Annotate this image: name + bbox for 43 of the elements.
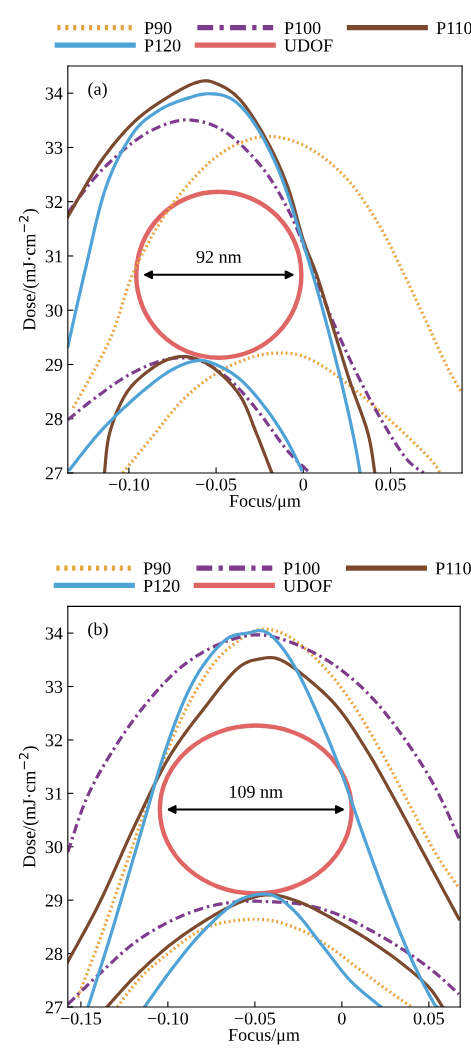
- x-tick-label: −0.05: [234, 1012, 276, 1025]
- annotation: 109 nm: [230, 785, 283, 798]
- legend-label: P110: [436, 21, 471, 35]
- legend-label: P110: [435, 562, 471, 575]
- y-axis-title: Dose/(mJ·cm$^{−2}$): [18, 746, 40, 868]
- x-tick-label: 0: [299, 478, 308, 491]
- x-tick-label: 0: [338, 1012, 346, 1025]
- y-tick-label: 29: [45, 894, 63, 907]
- legend-label: P100: [284, 21, 321, 35]
- legend-label: P120: [144, 39, 181, 52]
- y-tick-label: 32: [45, 196, 62, 209]
- x-tick-label: 0.05: [413, 1012, 444, 1025]
- legend-label: P120: [143, 579, 180, 592]
- y-tick-label: 31: [45, 250, 62, 263]
- legend-label: P100: [283, 562, 320, 575]
- y-tick-label: 34: [45, 87, 63, 100]
- x-tick-label: 0.05: [375, 478, 406, 491]
- legend-label: P90: [144, 21, 172, 35]
- y-tick-label: 27: [45, 1001, 63, 1014]
- y-axis-title: Dose/(mJ·cm$^{−2}$): [18, 209, 40, 331]
- text: (b): [88, 622, 108, 639]
- y-tick-label: 33: [45, 680, 63, 693]
- y-tick-label: 33: [45, 141, 63, 154]
- y-tick-label: 29: [45, 358, 63, 371]
- x-tick-label: −0.10: [147, 1012, 189, 1025]
- x-tick-label: −0.10: [108, 478, 150, 491]
- x-axis-title: Focus/μm: [228, 1028, 300, 1045]
- y-tick-label: 28: [45, 947, 63, 961]
- x-axis-title: Focus/μm: [229, 494, 301, 511]
- y-tick-label: 34: [45, 627, 63, 640]
- text: (a): [88, 82, 107, 99]
- x-tick-label: −0.15: [60, 1012, 102, 1025]
- y-tick-label: 28: [45, 413, 63, 426]
- y-tick-label: 30: [45, 841, 63, 854]
- y-tick-label: 31: [45, 787, 62, 800]
- y-tick-label: 27: [45, 467, 63, 480]
- x-tick-label: −0.05: [196, 478, 237, 491]
- y-tick-label: 30: [45, 304, 63, 317]
- annotation: 92 nm: [196, 250, 242, 264]
- y-tick-label: 32: [45, 734, 62, 747]
- legend-label: P90: [143, 562, 171, 575]
- legend-label: UDOF: [284, 39, 333, 52]
- legend-label: UDOF: [283, 579, 332, 592]
